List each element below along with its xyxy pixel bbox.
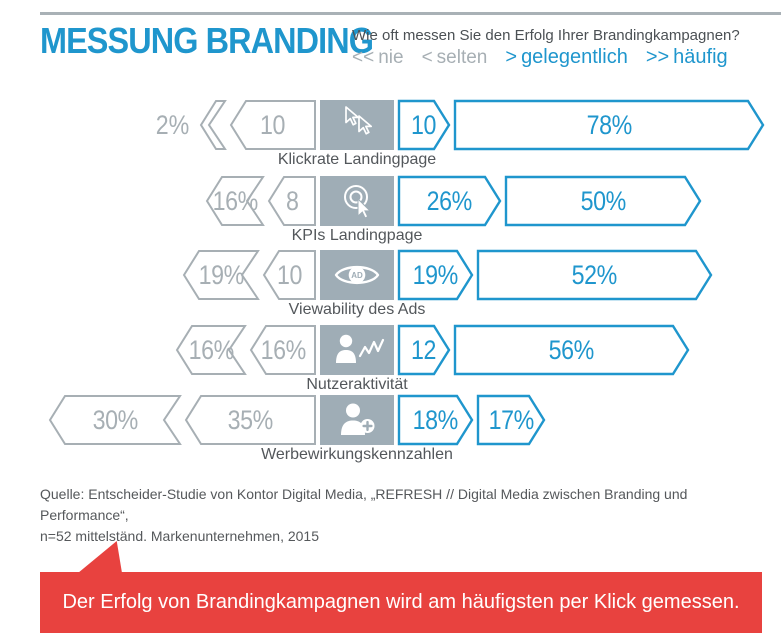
legend-item-hufig: >> häufig [646,46,728,69]
segment-value: 10 [411,109,437,140]
source-line-2: n=52 mittelständ. Markenunternehmen, 201… [40,528,320,544]
row-label-kpis-landingpage: KPIs Landingpage [291,227,423,244]
segment-haeufig: 56% [453,324,690,376]
segment-value: 26% [426,185,473,216]
segment-value: 16% [188,334,234,365]
segment-value: 50% [580,185,626,216]
segment-gelegentlich: 18% [397,394,474,446]
zone-right-klickrate-landingpage: 10 78% [397,99,765,151]
row-label-viewability-des-ads: Viewability des Ads [288,301,426,318]
chart-row-nutzeraktivit-t: 16% 16% 12 56% Nutzeraktivität [0,324,781,393]
zone-right-kpis-landingpage: 26% 50% [397,175,702,227]
segment-selten: 10 [262,250,316,300]
legend-marker: << [352,47,375,68]
click-target-icon [320,176,394,226]
segment-nie: 16% [175,325,247,375]
segment-gelegentlich: 26% [397,175,502,227]
source-line-1: Quelle: Entscheider-Studie von Kontor Di… [40,486,688,523]
cursor-arrows-icon [320,100,394,150]
segment-value-nie-outside: 2% [155,110,190,140]
segment-value: 52% [571,259,618,290]
user-activity-icon [320,325,394,375]
segment-value: 10 [277,259,302,290]
segment-haeufig: 50% [504,175,702,227]
branding-measurement-chart: 2% 10 10 78% Klickrate Landingpage 16% 8 26% 50%… [0,99,781,472]
chart-row-werbewirkungskennzahlen: 30% 35% 18% 17% Werbewirkungskennzahlen [0,394,781,463]
segment-value: 19% [412,259,459,290]
segment-gelegentlich: 19% [397,249,474,301]
legend-label: nie [378,47,404,68]
segment-value: 56% [548,334,595,365]
chart-row-kpis-landingpage: 16% 8 26% 50% KPIs Landingpage [0,175,781,244]
user-plus-icon [320,395,394,445]
page-title: MESSUNG BRANDING [40,20,374,61]
zone-left-klickrate-landingpage: 2% 10 [153,100,316,150]
callout-text: Der Erfolg von Brandingkampagnen wird am… [62,591,740,613]
zone-right-werbewirkungskennzahlen: 18% 17% [397,394,546,446]
segment-value: 10 [260,109,286,140]
chart-row-klickrate-landingpage: 2% 10 10 78% Klickrate Landingpage [0,99,781,168]
segment-value: 16% [260,334,306,365]
row-label-klickrate-landingpage: Klickrate Landingpage [277,151,437,168]
segment-selten: 8 [267,176,316,226]
segment-selten: 35% [184,395,316,445]
row-label-werbewirkungskennzahlen: Werbewirkungskennzahlen [261,446,453,463]
zone-left-kpis-landingpage: 16% 8 [205,176,316,226]
zone-right-nutzeraktivit-t: 12 56% [397,324,690,376]
zone-left-werbewirkungskennzahlen: 30% 35% [48,395,316,445]
row-label-nutzeraktivit-t: Nutzeraktivität [306,376,408,393]
legend-marker: >> [645,46,670,68]
zone-right-viewability-des-ads: 19% 52% [397,249,713,301]
legend-label: selten [436,47,488,68]
segment-haeufig: 78% [453,99,765,151]
segment-value: 30% [92,404,138,435]
segment-value: 17% [488,404,534,435]
legend-item-selten: < selten [422,47,488,69]
segment-gelegentlich: 12 [397,324,451,376]
top-rule [40,12,781,15]
svg-text:AD: AD [351,271,363,280]
callout-banner: Der Erfolg von Brandingkampagnen wird am… [40,572,762,633]
ad-eye-icon: AD [320,250,394,300]
segment-haeufig: 52% [476,249,713,301]
segment-value: 19% [198,259,244,290]
segment-value: 35% [227,404,274,435]
segment-nie: 19% [182,250,260,300]
legend-item-nie: << nie [352,47,404,69]
segment-gelegentlich: 10 [397,99,451,151]
legend-label: gelegentlich [521,46,628,68]
zone-left-viewability-des-ads: 19% 10 [182,250,316,300]
legend-marker: < [421,47,433,68]
segment-selten: 16% [249,325,316,375]
chart-row-viewability-des-ads: 19% 10 AD 19% 52% Viewability des Ads [0,249,781,318]
segment-value: 12 [411,334,437,365]
segment-nie: 16% [205,176,265,226]
source-note: Quelle: Entscheider-Studie von Kontor Di… [40,484,760,547]
segment-selten: 10 [229,100,316,150]
frequency-legend: << nie < selten > gelegentlich >> häufig [352,46,728,69]
legend-label: häufig [673,46,728,68]
zone-left-nutzeraktivit-t: 16% 16% [175,325,316,375]
segment-value: 16% [212,185,258,216]
legend-marker: > [505,46,518,68]
segment-nie: 30% [48,395,182,445]
segment-value: 18% [412,404,459,435]
segment-value: 78% [586,109,632,140]
segment-value: 8 [285,185,299,216]
segment-haeufig: 17% [476,394,546,446]
question-text: Wie oft messen Sie den Erfolg Ihrer Bran… [352,27,740,44]
segment-nie [199,100,227,150]
legend-item-gelegentlich: > gelegentlich [505,46,627,69]
